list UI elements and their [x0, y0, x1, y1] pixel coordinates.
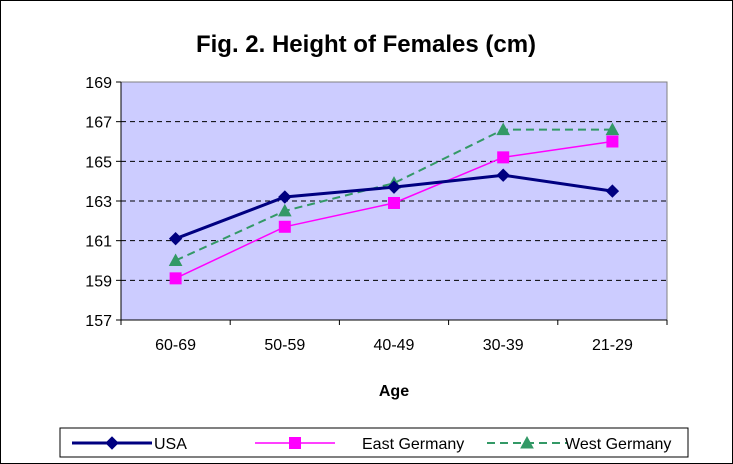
y-tick-label: 163 [85, 194, 112, 211]
series-east-germany [169, 135, 619, 285]
data-point-usa [278, 190, 292, 204]
axes [116, 81, 668, 325]
legend-label-west-germany: West Germany [565, 436, 671, 453]
legend-box [59, 427, 689, 458]
x-tick-label: 21-29 [592, 337, 633, 354]
y-tick-label: 161 [85, 234, 112, 251]
data-point-usa [496, 168, 510, 182]
y-tick-label: 159 [85, 273, 112, 290]
x-tick-label: 60-69 [155, 337, 196, 354]
y-tick-label: 157 [85, 313, 112, 330]
data-point-east-germany [497, 151, 510, 164]
data-point-west-germany [277, 203, 292, 217]
chart-title: Fig. 2. Height of Females (cm) [196, 31, 536, 58]
data-point-east-germany [606, 135, 619, 148]
data-point-west-germany [605, 122, 620, 136]
legend-marker-usa [105, 436, 119, 450]
y-tick-label: 167 [85, 115, 112, 132]
data-point-east-germany [388, 196, 400, 209]
legend-label-east-germany: East Germany [362, 436, 464, 453]
series-group [168, 122, 620, 285]
legend-label-usa: USA [154, 436, 187, 453]
data-point-usa [168, 231, 183, 246]
x-tick-label: 30-39 [483, 337, 524, 354]
y-tick-label: 169 [85, 75, 112, 92]
data-point-east-germany [169, 272, 182, 285]
data-point-west-germany [168, 253, 183, 266]
x-tick-labels: 60-69 50-59 40-49 30-39 21-29 [155, 337, 633, 354]
legend-marker-east-germany [289, 437, 301, 449]
data-point-east-germany [278, 220, 291, 233]
x-tick-label: 50-59 [264, 337, 305, 354]
x-tick-label: 40-49 [374, 337, 415, 354]
data-point-usa [605, 184, 620, 198]
legend: USA East Germany West Germany [59, 427, 689, 458]
data-point-west-germany [496, 122, 511, 136]
y-tick-labels: 157 159 161 163 165 167 169 [85, 75, 112, 330]
data-point-usa [387, 180, 401, 194]
legend-marker-west-germany [520, 435, 534, 449]
x-axis-title: Age [379, 383, 409, 400]
y-tick-label: 165 [85, 154, 112, 171]
series-line-west-germany [175, 128, 613, 262]
series-usa [168, 168, 620, 246]
